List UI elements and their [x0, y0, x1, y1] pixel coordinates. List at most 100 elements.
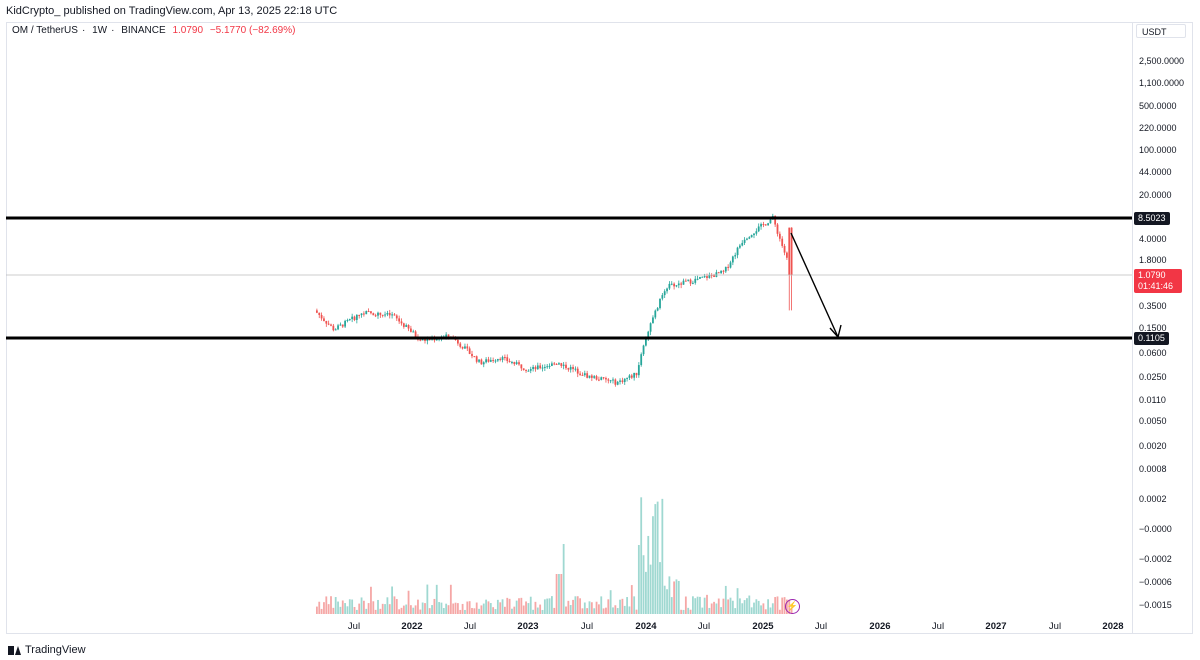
volume-bar — [525, 601, 527, 614]
volume-bar — [640, 497, 643, 614]
volume-bar — [652, 516, 654, 614]
candle-body — [525, 370, 527, 372]
price-tick-label: 100.0000 — [1139, 145, 1177, 155]
volume-bar — [755, 599, 758, 614]
candle-body — [435, 339, 438, 341]
candle-body — [778, 233, 781, 239]
candle-body — [513, 362, 516, 365]
candle-body — [327, 323, 330, 325]
volume-bar — [459, 609, 462, 614]
symbol-legend[interactable]: OM / TetherUS · 1W · BINANCE 1.0790 −5.177… — [12, 25, 296, 36]
volume-bar — [626, 597, 628, 614]
volume-bar — [358, 603, 361, 614]
volume-bar — [778, 609, 781, 614]
candle-body — [339, 324, 342, 326]
volume-bar — [494, 609, 497, 614]
candle-body — [574, 368, 577, 370]
currency-button[interactable]: USDT — [1136, 24, 1186, 38]
price-axis[interactable] — [1132, 22, 1193, 634]
volume-bar — [612, 607, 614, 614]
time-tick-label: 2023 — [517, 621, 539, 632]
candle-body — [532, 366, 534, 370]
resistance-price-badge: 8.5023 — [1134, 212, 1170, 225]
volume-bar — [605, 607, 607, 614]
candle-body — [583, 373, 586, 376]
volume-bar — [386, 597, 389, 614]
volume-bar — [400, 607, 403, 614]
candle-body — [630, 375, 633, 378]
lightning-icon[interactable]: ⚡ — [785, 599, 800, 614]
volume-bar — [346, 606, 349, 614]
candle-body — [466, 346, 469, 349]
candle-body — [496, 358, 499, 361]
volume-bar — [555, 574, 558, 614]
volume-bar — [442, 608, 445, 614]
volume-bar — [348, 599, 351, 614]
volume-bar — [776, 596, 779, 614]
candle-body — [687, 279, 690, 281]
projection-arrow[interactable] — [790, 232, 842, 339]
candle-body — [489, 360, 492, 362]
publisher-line: KidCrypto_ published on TradingView.com,… — [6, 5, 338, 17]
volume-bar — [663, 585, 666, 614]
candle-body — [492, 360, 495, 362]
volume-bar — [666, 589, 668, 614]
candle-body — [558, 363, 560, 365]
volume-bar — [412, 607, 415, 614]
candle-body — [529, 369, 532, 371]
candle-body — [473, 356, 476, 358]
volume-bar — [508, 598, 511, 614]
candle-body — [579, 373, 581, 375]
candle-body — [746, 238, 748, 240]
candle-body — [337, 325, 339, 330]
tradingview-logo[interactable]: TradingView — [8, 644, 86, 656]
volume-bar — [607, 599, 610, 614]
volume-bar — [522, 605, 525, 614]
candle-body — [602, 377, 605, 379]
time-tick-label: Jul — [580, 621, 594, 632]
volume-bar — [515, 600, 518, 614]
candle-body — [696, 278, 699, 280]
chart-frame[interactable] — [6, 22, 1193, 634]
volume-bar — [572, 599, 574, 614]
candle-body — [468, 348, 471, 354]
candles — [316, 213, 793, 387]
volume-bar — [548, 598, 551, 614]
candle-body — [407, 325, 410, 329]
candle-body — [612, 379, 614, 381]
symbol-pair[interactable]: OM / TetherUS — [12, 25, 78, 36]
volume-bar — [405, 604, 408, 614]
candle-body — [677, 283, 680, 286]
candle-body — [487, 359, 490, 362]
volume-bar — [334, 597, 337, 614]
candle-body — [485, 359, 487, 363]
candle-body — [351, 316, 354, 320]
current-price-value: 1.0790 — [1138, 270, 1166, 280]
volume-bar — [445, 603, 448, 614]
volume-bar — [642, 555, 645, 614]
time-tick-label: 2026 — [869, 621, 891, 632]
volume-bar — [417, 599, 419, 614]
price-tick-label: −0.0015 — [1139, 600, 1172, 610]
candle-body — [395, 315, 398, 319]
volume-bar — [602, 608, 605, 614]
volume-bar — [576, 596, 579, 614]
volume-bar — [536, 607, 539, 614]
volume-bar — [466, 601, 469, 614]
candle-body — [539, 365, 542, 369]
candle-body — [628, 375, 631, 378]
candle-body — [703, 276, 706, 278]
symbol-interval[interactable]: 1W — [92, 25, 108, 36]
price-tick-label: 1.8000 — [1139, 255, 1167, 265]
candle-body — [522, 368, 525, 371]
volume-bar — [372, 601, 375, 614]
candle-body — [511, 362, 513, 364]
candle-body — [675, 285, 678, 287]
candle-body — [388, 312, 391, 316]
candle-body — [605, 378, 607, 380]
volume-bar — [339, 606, 342, 614]
time-tick-label: Jul — [814, 621, 828, 632]
candle-body — [410, 328, 412, 332]
volume-bar — [457, 603, 459, 614]
